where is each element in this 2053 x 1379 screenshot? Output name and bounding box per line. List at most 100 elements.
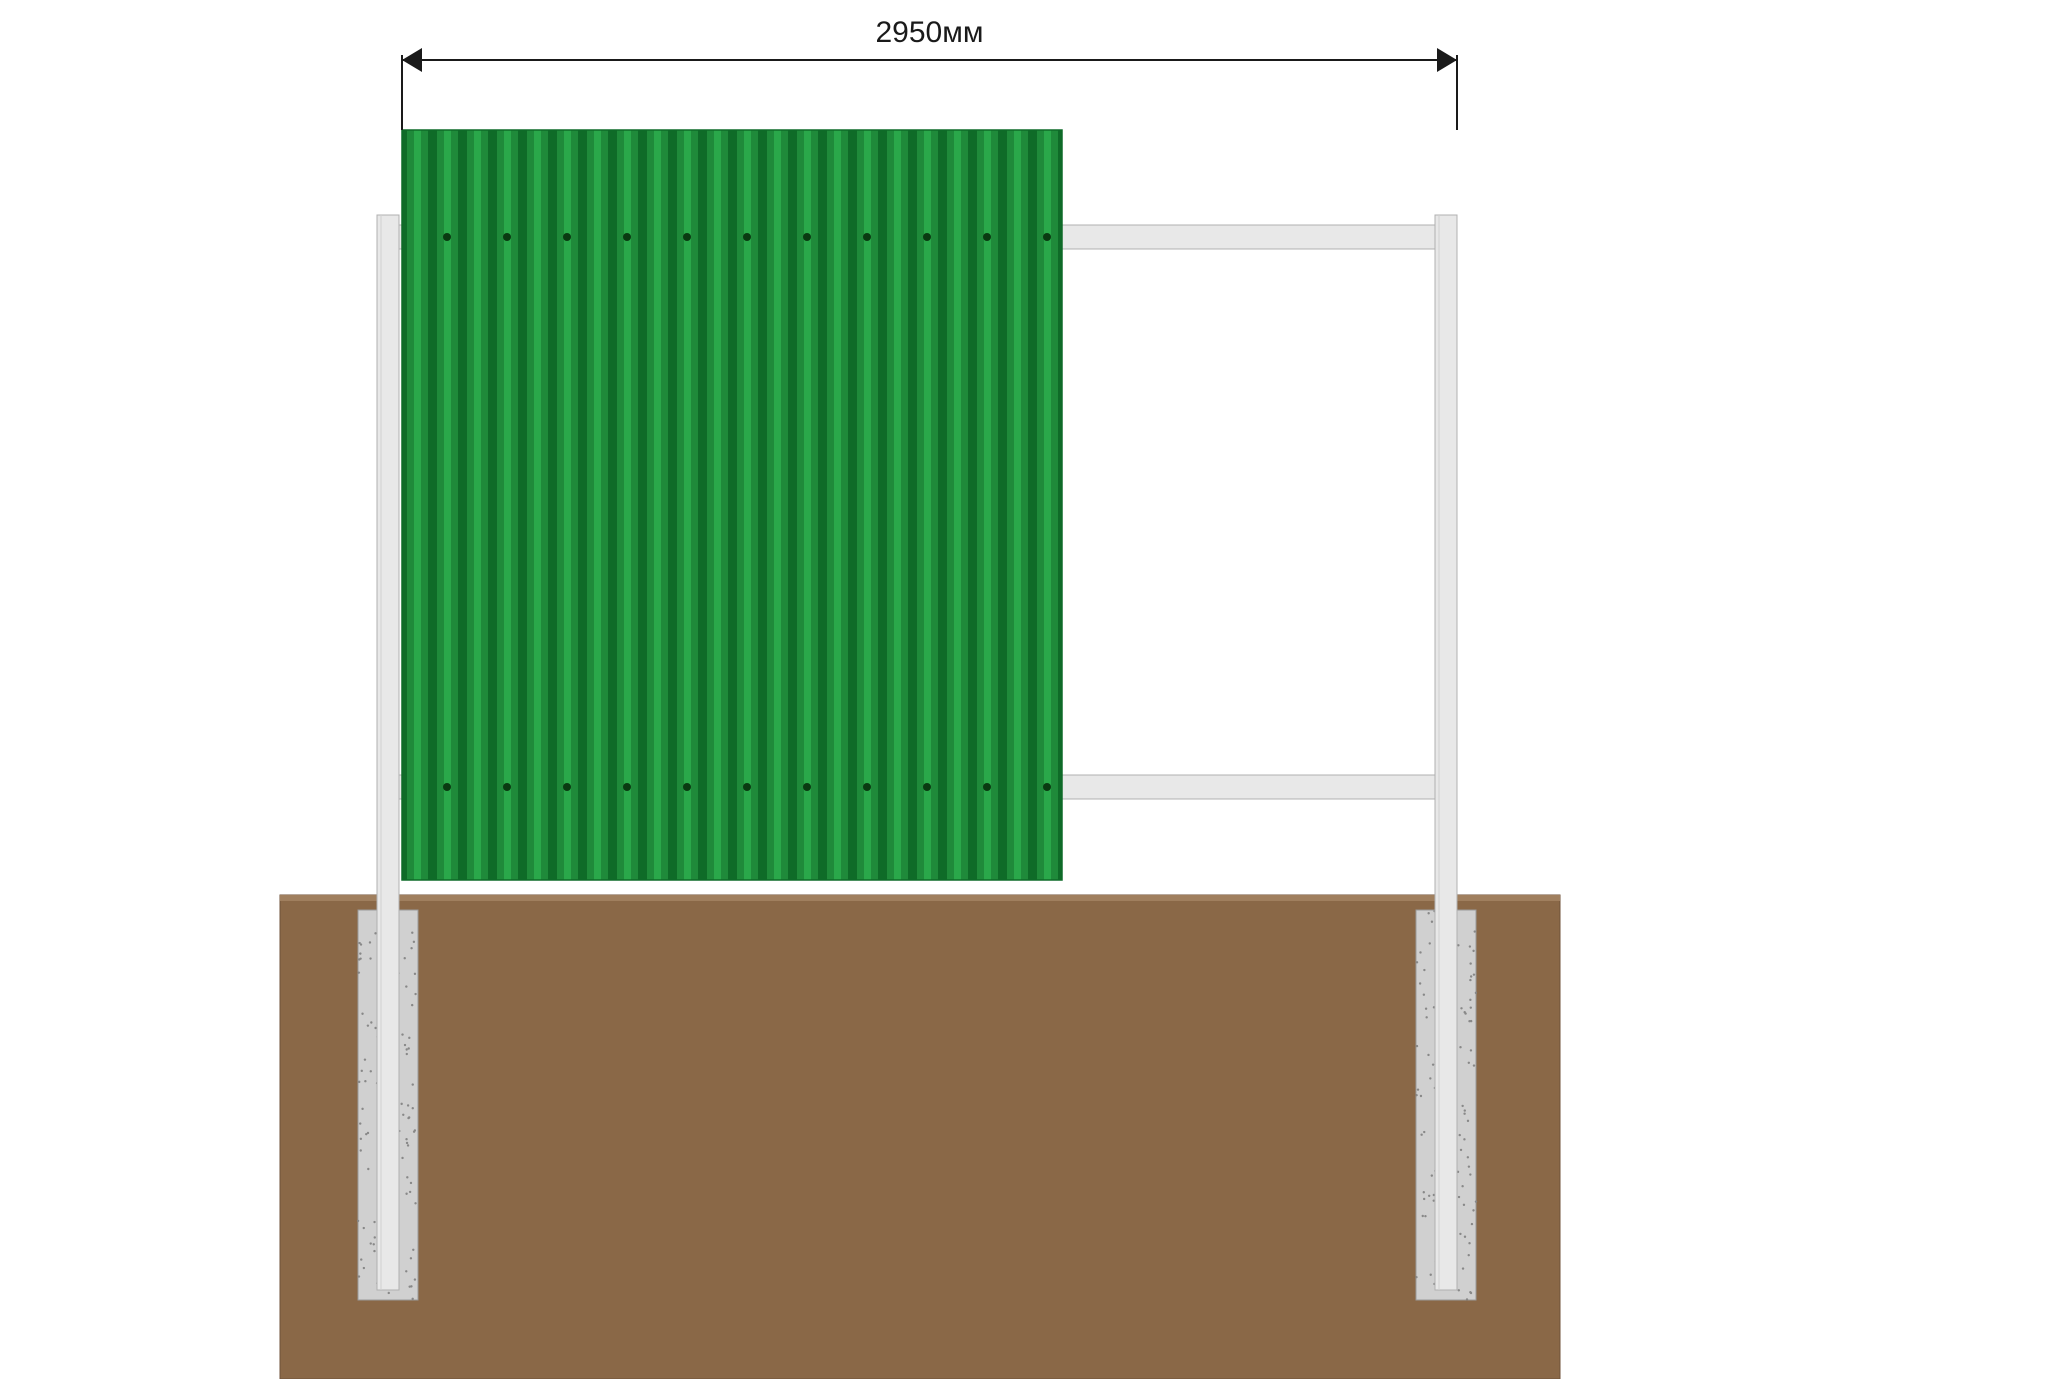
 — [751, 130, 758, 880]
 — [608, 130, 612, 880]
rivet — [803, 783, 811, 791]
rivet — [503, 783, 511, 791]
post — [1435, 215, 1457, 1290]
 — [908, 130, 912, 880]
rivet — [983, 233, 991, 241]
 — [721, 130, 728, 880]
 — [931, 130, 938, 880]
 — [968, 130, 972, 880]
 — [1037, 130, 1044, 880]
 — [672, 130, 677, 880]
 — [474, 130, 481, 880]
 — [954, 130, 961, 880]
 — [804, 130, 811, 880]
 — [631, 130, 638, 880]
 — [578, 130, 582, 880]
 — [698, 130, 702, 880]
 — [492, 130, 497, 880]
 — [691, 130, 698, 880]
 — [767, 130, 774, 880]
 — [894, 130, 901, 880]
svg-text:2950мм: 2950мм — [876, 16, 984, 49]
 — [864, 130, 871, 880]
 — [594, 130, 601, 880]
 — [488, 130, 492, 880]
 — [728, 130, 732, 880]
 — [467, 130, 474, 880]
 — [421, 130, 428, 880]
 — [462, 130, 467, 880]
rivet — [443, 783, 451, 791]
 — [527, 130, 534, 880]
 — [882, 130, 887, 880]
ground — [280, 895, 1560, 1379]
 — [654, 130, 661, 880]
rivet — [563, 233, 571, 241]
 — [702, 130, 707, 880]
 — [857, 130, 864, 880]
 — [744, 130, 751, 880]
 — [677, 130, 684, 880]
rivet — [863, 233, 871, 241]
fence-diagram: 2950мм — [0, 0, 2053, 1379]
 — [822, 130, 827, 880]
 — [947, 130, 954, 880]
 — [878, 130, 882, 880]
 — [811, 130, 818, 880]
rivet — [803, 233, 811, 241]
 — [1028, 130, 1032, 880]
 — [564, 130, 571, 880]
 — [497, 130, 504, 880]
rivet — [863, 783, 871, 791]
 — [792, 130, 797, 880]
 — [428, 130, 432, 880]
 — [917, 130, 924, 880]
 — [451, 130, 458, 880]
 — [707, 130, 714, 880]
 — [582, 130, 587, 880]
 — [977, 130, 984, 880]
 — [571, 130, 578, 880]
 — [518, 130, 522, 880]
 — [444, 130, 451, 880]
 — [737, 130, 744, 880]
 — [407, 130, 414, 880]
 — [912, 130, 917, 880]
 — [714, 130, 721, 880]
 — [624, 130, 631, 880]
 — [998, 130, 1002, 880]
 — [601, 130, 608, 880]
 — [827, 130, 834, 880]
 — [511, 130, 518, 880]
rivet — [623, 783, 631, 791]
 — [557, 130, 564, 880]
rivet — [1043, 783, 1051, 791]
 — [762, 130, 767, 880]
rivet — [983, 783, 991, 791]
 — [797, 130, 804, 880]
 — [612, 130, 617, 880]
 — [541, 130, 548, 880]
rivet — [503, 233, 511, 241]
 — [522, 130, 527, 880]
 — [1032, 130, 1037, 880]
 — [642, 130, 647, 880]
 — [1021, 130, 1028, 880]
 — [871, 130, 878, 880]
 — [887, 130, 894, 880]
 — [852, 130, 857, 880]
 — [504, 130, 511, 880]
 — [1044, 130, 1051, 880]
 — [1002, 130, 1007, 880]
 — [661, 130, 668, 880]
 — [414, 130, 421, 880]
 — [437, 130, 444, 880]
 — [984, 130, 991, 880]
 — [432, 130, 437, 880]
 — [818, 130, 822, 880]
 — [781, 130, 788, 880]
rivet — [923, 233, 931, 241]
 — [938, 130, 942, 880]
 — [774, 130, 781, 880]
 — [758, 130, 762, 880]
